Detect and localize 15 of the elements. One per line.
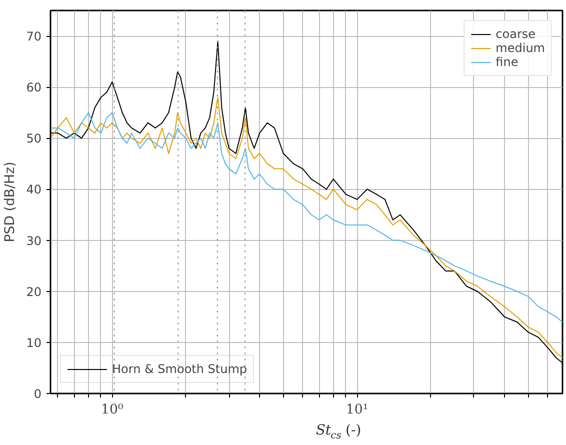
y-tick-label: 10 — [26, 336, 42, 350]
y-tick-label: 0 — [34, 387, 42, 401]
x-tick-label: 10¹ — [346, 402, 368, 418]
y-tick-label: 30 — [26, 234, 42, 248]
y-tick-label: 50 — [26, 132, 42, 146]
annotation: Horn & Smooth Stump — [112, 362, 248, 376]
y-tick-label: 60 — [26, 80, 42, 95]
legend-label: medium — [496, 41, 545, 55]
legend-label: coarse — [496, 27, 536, 41]
y-axis-title: PSD (dB/Hz) — [3, 162, 18, 242]
x-tick-label: 10⁰ — [101, 402, 124, 418]
legend-label: fine — [496, 55, 518, 69]
y-tick-label: 70 — [26, 30, 42, 44]
y-tick-label: 40 — [26, 182, 42, 197]
y-tick-label: 20 — [26, 284, 42, 299]
